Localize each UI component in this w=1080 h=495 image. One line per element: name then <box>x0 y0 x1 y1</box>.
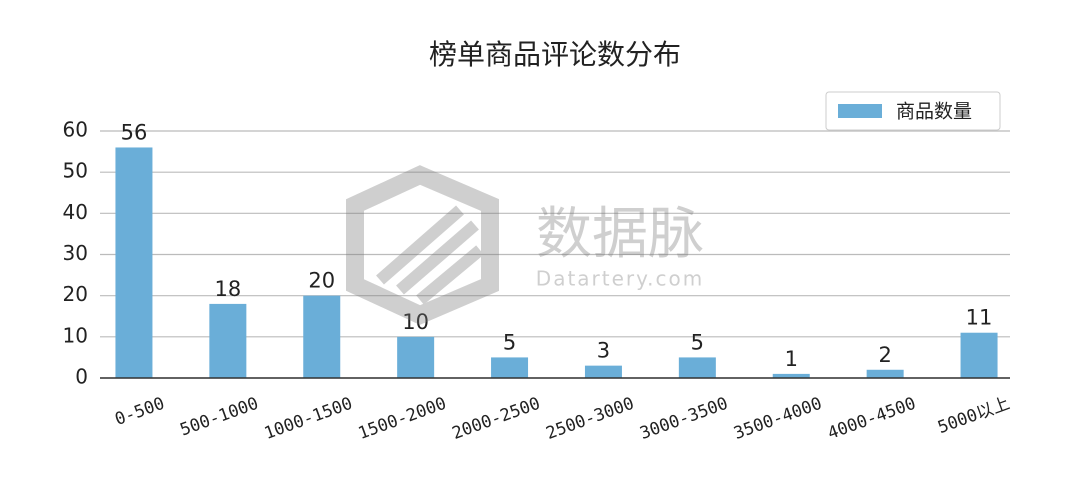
x-tick-label: 5000以上 <box>935 394 1012 438</box>
x-tick-label: 500-1000 <box>177 394 261 441</box>
data-label: 3 <box>597 339 610 363</box>
watermark: 数据脉 Datartery.com <box>346 165 704 325</box>
data-label: 18 <box>214 277 241 301</box>
y-tick-label: 0 <box>75 365 88 389</box>
data-label: 1 <box>785 347 798 371</box>
data-label: 11 <box>966 306 993 330</box>
bar <box>115 147 153 378</box>
bar <box>772 373 810 378</box>
bar <box>209 303 247 378</box>
x-tick-label: 2500-3000 <box>543 394 636 444</box>
y-tick-label: 60 <box>63 118 88 142</box>
bar <box>491 357 529 378</box>
x-tick-label: 1000-1500 <box>262 394 355 444</box>
x-tick-label: 1500-2000 <box>356 394 449 444</box>
watermark-title: 数据脉 <box>536 202 704 267</box>
legend-box <box>825 91 1001 131</box>
data-label: 5 <box>503 330 516 354</box>
watermark-logo <box>346 165 499 325</box>
y-tick-label: 30 <box>63 241 88 265</box>
y-tick-label: 40 <box>63 200 88 224</box>
bar <box>397 336 435 378</box>
legend-label: 商品数量 <box>896 101 972 123</box>
data-label: 56 <box>121 120 148 144</box>
watermark-logo-stripes <box>376 205 484 305</box>
x-tick-label: 3000-3500 <box>637 394 730 444</box>
x-tick-label: 0-500 <box>112 394 167 430</box>
x-tick-label: 4000-4500 <box>825 394 918 444</box>
y-tick-label: 50 <box>63 159 88 183</box>
data-label: 20 <box>308 269 335 293</box>
bar <box>960 332 998 378</box>
bar <box>303 295 341 378</box>
y-tick-label: 10 <box>63 323 88 347</box>
bar <box>866 369 904 378</box>
bar <box>678 357 716 378</box>
bar <box>584 365 622 378</box>
x-tick-label: 3500-4000 <box>731 394 824 444</box>
y-tick-label: 20 <box>63 282 88 306</box>
legend-swatch <box>838 104 882 118</box>
chart-title: 榜单商品评论数分布 <box>429 38 681 71</box>
data-label: 5 <box>691 330 704 354</box>
data-label: 10 <box>402 310 429 334</box>
x-tick-label: 2000-2500 <box>450 394 543 444</box>
watermark-subtitle: Datartery.com <box>536 267 704 291</box>
data-label: 2 <box>878 343 891 367</box>
